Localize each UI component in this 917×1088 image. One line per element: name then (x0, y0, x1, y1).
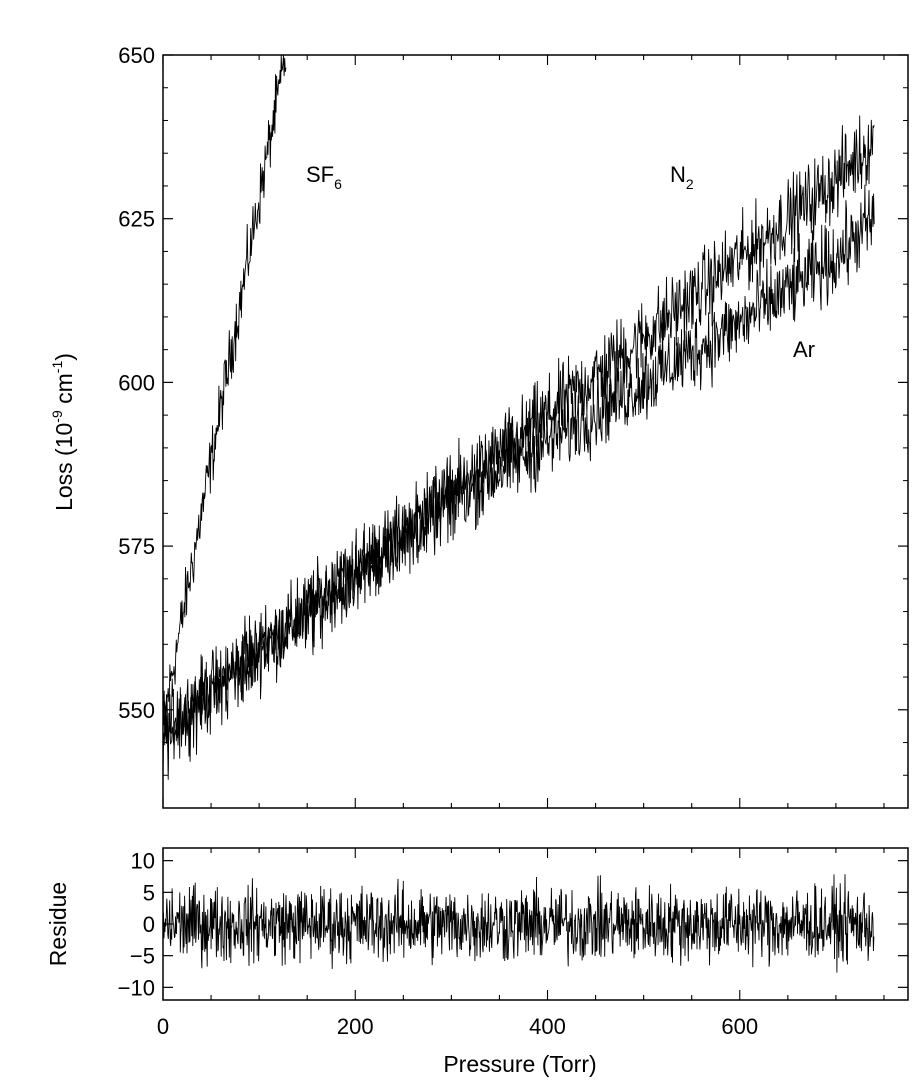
residue-y-tick-label: 5 (143, 880, 155, 905)
x-axis-title: Pressure (Torr) (443, 1051, 596, 1077)
loss-y-tick-labels: 550 575 600 625 650 (118, 43, 155, 723)
loss-y-tick-label: 575 (118, 534, 155, 559)
residue-panel: 10 5 0 −5 −10 0 200 400 600 Residue Pressure (T… (45, 847, 909, 1077)
x-tick-label: 0 (157, 1014, 169, 1039)
residue-ticks (162, 848, 908, 1000)
loss-y-axis-title: Loss (10-9 cm-1) (49, 353, 77, 511)
residue-y-tick-label: −5 (130, 944, 155, 969)
loss-y-tick-label: 550 (118, 698, 155, 723)
loss-y-tick-label: 600 (118, 370, 155, 395)
x-tick-label: 400 (529, 1014, 566, 1039)
loss-ticks (162, 54, 908, 809)
series-line-residue (162, 874, 875, 973)
residue-y-tick-labels: 10 5 0 −5 −10 (118, 849, 155, 1001)
residue-y-tick-label: 0 (143, 912, 155, 937)
loss-y-tick-label: 650 (118, 43, 155, 68)
series-label-sf6: SF6 (306, 162, 342, 192)
x-tick-label: 600 (721, 1014, 758, 1039)
series-label-n2: N2 (670, 162, 694, 192)
loss-plot-frame (162, 54, 909, 809)
residue-y-tick-label: 10 (131, 849, 155, 874)
residue-y-axis-title: Residue (45, 882, 71, 966)
x-tick-label: 200 (337, 1014, 374, 1039)
residue-y-tick-label: −10 (118, 975, 155, 1000)
loss-y-tick-label: 625 (118, 207, 155, 232)
series-label-ar: Ar (793, 337, 815, 362)
residue-traces (162, 874, 875, 973)
loss-traces (162, 54, 875, 780)
series-line-sf6 (162, 54, 287, 721)
x-tick-labels: 0 200 400 600 (157, 1014, 758, 1039)
series-line-ar (162, 184, 875, 780)
